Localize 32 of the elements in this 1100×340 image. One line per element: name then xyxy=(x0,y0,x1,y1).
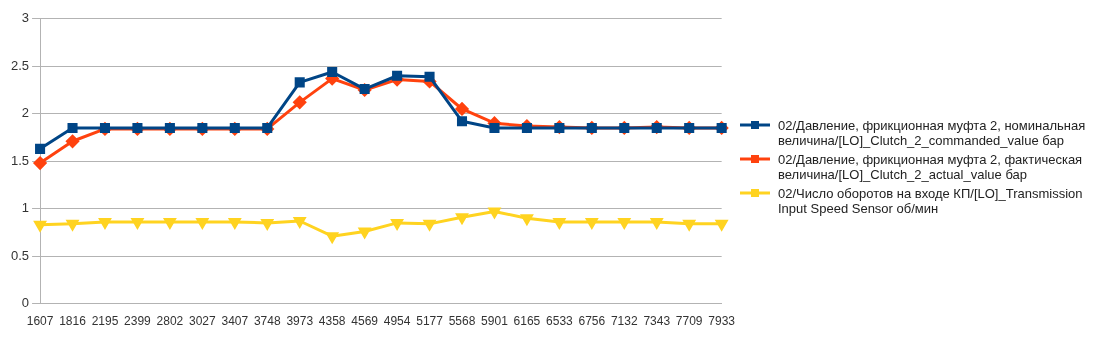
x-tick-label: 1607 xyxy=(26,314,54,329)
x-tick-label: 6533 xyxy=(546,314,574,329)
legend-label: 02/Число оборотов на входе КП/[LO]_Transmission Input Speed Sensor об/мин xyxy=(778,186,1084,216)
x-tick-label: 4954 xyxy=(383,314,411,329)
y-tick-label: 1.5 xyxy=(10,152,30,168)
x-tick-label: 1816 xyxy=(59,314,87,329)
y-tick-label: 2 xyxy=(21,105,30,121)
x-tick-label: 6756 xyxy=(578,314,606,329)
x-tick-label: 2399 xyxy=(124,314,152,329)
x-tick-label: 7709 xyxy=(675,314,703,329)
legend-label: 02/Давление, фрикционная муфта 2, номинальная величина/[LO]_Clutch_2_commanded_value бар xyxy=(778,118,1087,148)
legend-label: 02/Давление, фрикционная муфта 2, фактическая величина/[LO]_Clutch_2_actual_value бар xyxy=(778,152,1084,182)
x-tick-label: 7343 xyxy=(643,314,671,329)
x-tick-label: 3973 xyxy=(286,314,314,329)
x-tick-label: 5177 xyxy=(416,314,444,329)
x-tick-label: 2195 xyxy=(91,314,119,329)
y-tick-label: 3 xyxy=(21,10,30,26)
x-tick-label: 5568 xyxy=(448,314,476,329)
x-tick-label: 4358 xyxy=(318,314,346,329)
x-tick-label: 7933 xyxy=(708,314,736,329)
x-tick-label: 3748 xyxy=(253,314,281,329)
x-tick-label: 3027 xyxy=(189,314,217,329)
y-tick-label: 0 xyxy=(21,295,30,311)
y-tick-label: 0.5 xyxy=(10,247,30,263)
y-tick-label: 1 xyxy=(21,200,30,216)
x-tick-label: 3407 xyxy=(221,314,249,329)
x-tick-label: 7132 xyxy=(610,314,638,329)
x-tick-label: 5901 xyxy=(481,314,509,329)
x-tick-label: 6165 xyxy=(513,314,541,329)
x-tick-label: 2802 xyxy=(156,314,184,329)
y-tick-label: 2.5 xyxy=(10,57,30,73)
x-tick-label: 4569 xyxy=(351,314,379,329)
